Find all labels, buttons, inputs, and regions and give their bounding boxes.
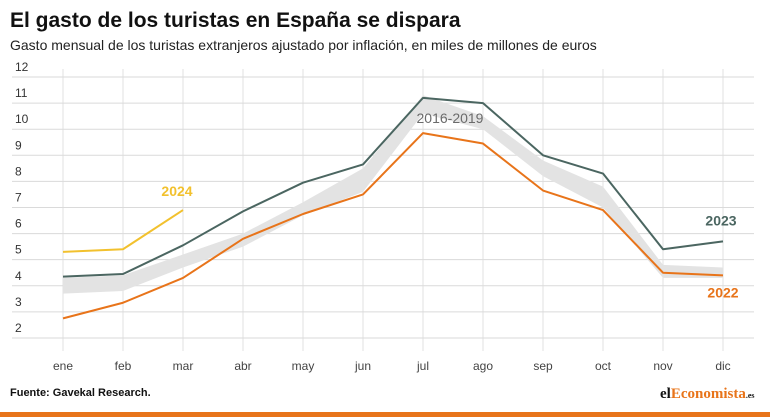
y-tick-label: 11 <box>15 86 28 100</box>
y-tick-label: 8 <box>15 164 22 178</box>
footer-bar <box>0 412 770 417</box>
y-tick-label: 10 <box>15 112 29 126</box>
x-tick-label: may <box>292 359 315 373</box>
series-line <box>62 132 724 320</box>
series-label: 2022 <box>707 284 738 300</box>
y-tick-label: 7 <box>15 190 22 204</box>
source: Fuente: Gavekal Research. <box>10 387 151 399</box>
y-tick-label: 6 <box>15 217 22 231</box>
y-tick-label: 3 <box>15 295 22 309</box>
series-label: 2023 <box>705 212 736 228</box>
series-label: 2024 <box>161 183 192 199</box>
series-line <box>62 96 724 278</box>
x-tick-label: jun <box>354 359 371 373</box>
y-tick-label: 5 <box>15 243 22 257</box>
logo-es: .es <box>746 391 755 400</box>
x-tick-label: ene <box>53 359 73 373</box>
series-line <box>62 209 184 253</box>
x-tick-label: oct <box>595 359 612 373</box>
source-text: Fuente: Gavekal Research. <box>10 387 151 399</box>
logo-main: Economista <box>671 386 747 402</box>
band-label: 2016-2019 <box>417 110 484 126</box>
logo-el: el <box>660 386 671 402</box>
y-tick-label: 2 <box>15 321 22 335</box>
y-tick-label: 4 <box>15 269 22 283</box>
logo: elEconomista.es <box>660 386 755 402</box>
x-tick-label: ago <box>473 359 493 373</box>
y-tick-label: 12 <box>15 60 29 74</box>
chart-subtitle: Gasto mensual de los turistas extranjero… <box>10 37 597 53</box>
chart-title: El gasto de los turistas en España se di… <box>10 9 461 32</box>
band <box>63 95 723 294</box>
x-tick-label: feb <box>115 359 132 373</box>
x-tick-label: jul <box>416 359 429 373</box>
x-tick-label: sep <box>533 359 553 373</box>
x-tick-label: mar <box>173 359 194 373</box>
x-tick-label: nov <box>653 359 672 373</box>
x-tick-label: dic <box>715 359 730 373</box>
y-tick-label: 9 <box>15 138 22 152</box>
x-tick-label: abr <box>234 359 251 373</box>
